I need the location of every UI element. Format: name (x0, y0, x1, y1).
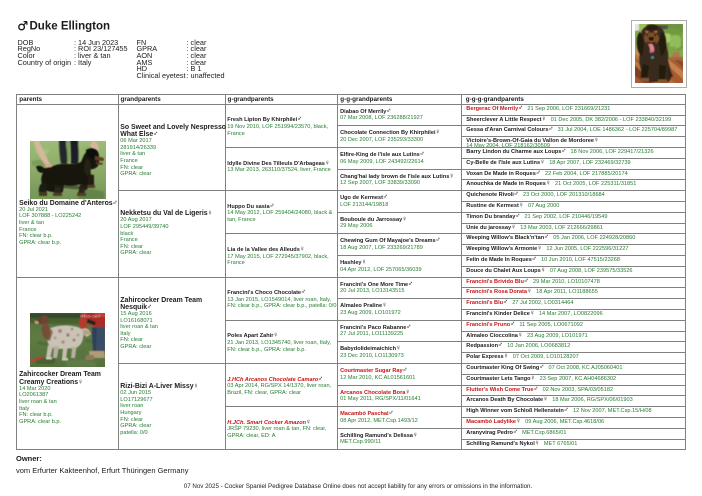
svg-text:©Photo Calu®: ©Photo Calu® (80, 315, 101, 319)
